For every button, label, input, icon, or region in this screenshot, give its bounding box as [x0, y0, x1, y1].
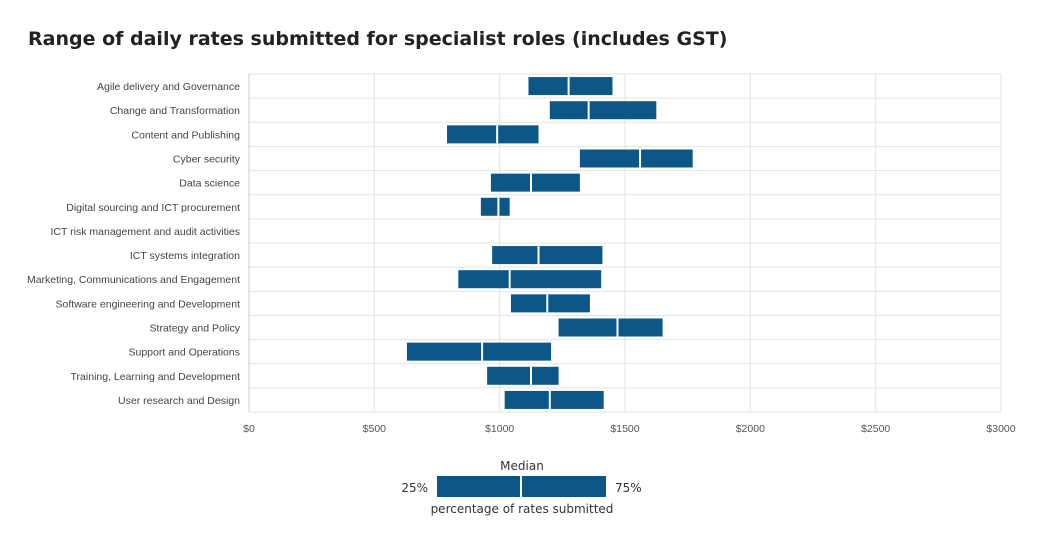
range-bar	[458, 270, 602, 289]
category-label: Marketing, Communications and Engagement	[27, 274, 240, 286]
range-bars	[406, 77, 693, 409]
range-bar	[406, 342, 552, 361]
x-tick-label: $0	[243, 423, 255, 435]
category-label: User research and Design	[118, 395, 240, 407]
category-label: Data science	[179, 178, 240, 190]
x-tick-labels: $0 $500 $1000 $1500 $2000 $2500 $3000	[243, 423, 1016, 435]
x-tick-label: $2500	[861, 423, 890, 435]
horizontal-gridlines	[249, 73, 1001, 413]
category-label: Agile delivery and Governance	[97, 81, 240, 93]
category-label: Support and Operations	[129, 347, 241, 359]
category-label: ICT risk management and audit activities	[51, 226, 240, 238]
chart-title: Range of daily rates submitted for speci…	[28, 28, 728, 50]
legend-median-label: Median	[500, 459, 544, 473]
category-label: Content and Publishing	[131, 129, 240, 141]
x-tick-label: $1500	[610, 423, 639, 435]
range-bar	[528, 77, 613, 96]
category-label: Strategy and Policy	[150, 323, 241, 335]
range-bar	[487, 366, 559, 385]
category-label: Digital sourcing and ICT procurement	[66, 202, 240, 214]
x-tick-label: $3000	[986, 423, 1015, 435]
range-bar	[558, 318, 663, 337]
legend-caption: percentage of rates submitted	[431, 502, 614, 516]
range-bar	[490, 173, 580, 192]
legend: Median 25% 75% percentage of rates submi…	[401, 459, 641, 516]
range-bar	[492, 246, 603, 265]
category-labels: Agile delivery and Governance Change and …	[27, 81, 241, 407]
category-label: ICT systems integration	[130, 250, 240, 262]
category-label: Training, Learning and Development	[71, 371, 241, 383]
range-bar	[480, 197, 510, 216]
range-bar	[579, 149, 693, 168]
range-bar	[504, 390, 604, 409]
category-label: Cyber security	[173, 154, 241, 166]
range-bar	[447, 125, 539, 144]
x-tick-label: $500	[363, 423, 387, 435]
x-tick-label: $1000	[485, 423, 514, 435]
x-tick-label: $2000	[736, 423, 765, 435]
range-bar	[549, 101, 657, 120]
range-bar	[510, 294, 590, 313]
category-label: Software engineering and Development	[56, 298, 241, 310]
category-label: Change and Transformation	[110, 105, 240, 117]
legend-low-label: 25%	[401, 481, 428, 495]
legend-high-label: 75%	[615, 481, 642, 495]
